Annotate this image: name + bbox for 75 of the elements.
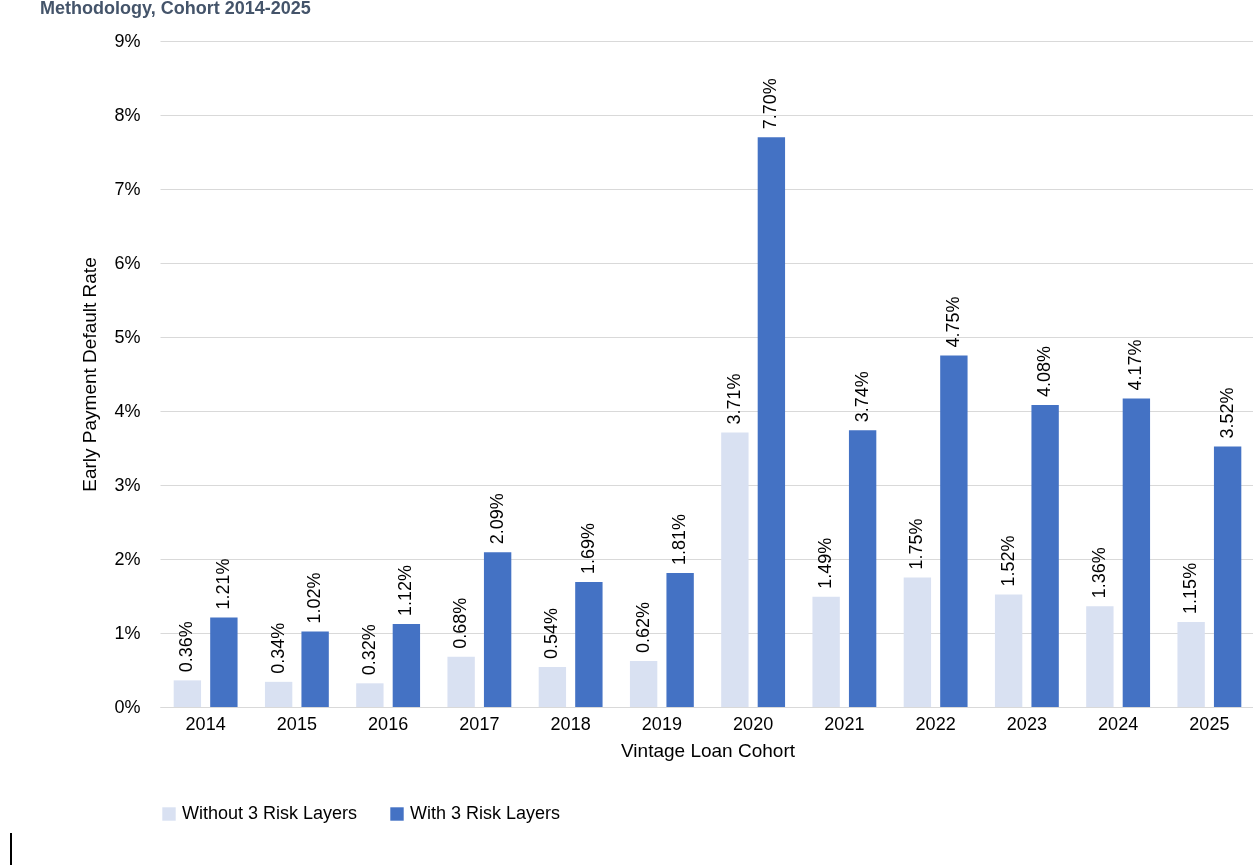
bar xyxy=(757,137,786,707)
data-label: 4.17% xyxy=(1125,339,1146,391)
x-tick-label: 2024 xyxy=(1098,713,1139,734)
legend-label: With 3 Risk Layers xyxy=(410,803,561,823)
bar xyxy=(210,617,238,707)
data-label: 3.74% xyxy=(851,371,872,423)
y-tick-label: 2% xyxy=(114,548,141,569)
y-tick-label: 1% xyxy=(114,622,141,643)
bar xyxy=(392,624,421,707)
x-tick-label: 2016 xyxy=(368,713,409,734)
data-label: 0.68% xyxy=(450,597,471,649)
data-label: 1.69% xyxy=(577,522,598,574)
data-label: 7.70% xyxy=(760,78,781,130)
x-tick-label: 2019 xyxy=(641,713,682,734)
bar xyxy=(1213,446,1242,707)
y-tick-label: 0% xyxy=(114,696,141,717)
data-label: 1.36% xyxy=(1088,547,1109,599)
bar xyxy=(447,656,475,707)
x-tick-label: 2017 xyxy=(459,713,500,734)
bar xyxy=(1177,621,1205,707)
bar xyxy=(940,355,968,707)
y-tick-label: 6% xyxy=(114,252,141,273)
bar xyxy=(848,430,877,707)
x-tick-label: 2022 xyxy=(915,713,956,734)
x-tick-label: 2023 xyxy=(1006,713,1047,734)
bar xyxy=(264,681,293,707)
bar xyxy=(1122,398,1151,707)
y-tick-label: 5% xyxy=(114,326,141,347)
x-tick-label: 2021 xyxy=(824,713,865,734)
bar xyxy=(1086,606,1114,707)
data-label: 1.21% xyxy=(212,558,233,610)
data-label: 1.52% xyxy=(997,535,1018,587)
data-label: 0.36% xyxy=(176,621,197,673)
y-tick-label: 7% xyxy=(114,178,141,199)
data-label: 3.71% xyxy=(723,373,744,425)
data-label: 1.75% xyxy=(906,518,927,570)
y-axis-title: Early Payment Default Rate xyxy=(79,257,101,492)
data-label: 1.15% xyxy=(1180,562,1201,614)
bar xyxy=(666,573,694,707)
bar xyxy=(903,577,932,707)
legend-label: Without 3 Risk Layers xyxy=(182,803,358,823)
y-tick-label: 3% xyxy=(114,474,141,495)
y-tick-label: 9% xyxy=(114,30,141,51)
data-label: 2.09% xyxy=(486,493,507,545)
bar xyxy=(356,683,384,707)
data-label: 1.02% xyxy=(304,572,325,624)
bar xyxy=(483,552,512,707)
x-tick-label: 2018 xyxy=(550,713,591,734)
bar xyxy=(301,631,329,707)
data-label: 4.75% xyxy=(942,296,963,348)
x-tick-label: 2015 xyxy=(276,713,317,734)
data-label: 4.08% xyxy=(1034,346,1055,398)
y-tick-label: 8% xyxy=(114,104,141,125)
x-tick-label: 2025 xyxy=(1189,713,1230,734)
data-label: 0.54% xyxy=(541,607,562,660)
data-label: 1.49% xyxy=(815,537,836,589)
bar xyxy=(575,581,603,707)
bar xyxy=(629,661,658,707)
data-label: 0.34% xyxy=(267,622,288,674)
x-axis-title: Vintage Loan Cohort xyxy=(621,739,796,761)
bar xyxy=(812,596,840,707)
bar xyxy=(994,594,1023,707)
bar xyxy=(538,667,567,707)
data-label: 3.52% xyxy=(1216,387,1237,439)
chart-title: Methodology, Cohort 2014-2025 xyxy=(40,0,311,18)
data-label: 1.81% xyxy=(669,514,690,566)
data-label: 0.32% xyxy=(358,624,379,676)
data-label: 0.62% xyxy=(632,602,653,654)
bar xyxy=(721,432,749,707)
x-tick-label: 2014 xyxy=(185,713,226,734)
x-tick-label: 2020 xyxy=(733,713,774,734)
data-label: 1.12% xyxy=(395,565,416,617)
y-tick-label: 4% xyxy=(114,400,141,421)
bar xyxy=(173,680,202,707)
bar xyxy=(1031,405,1059,707)
